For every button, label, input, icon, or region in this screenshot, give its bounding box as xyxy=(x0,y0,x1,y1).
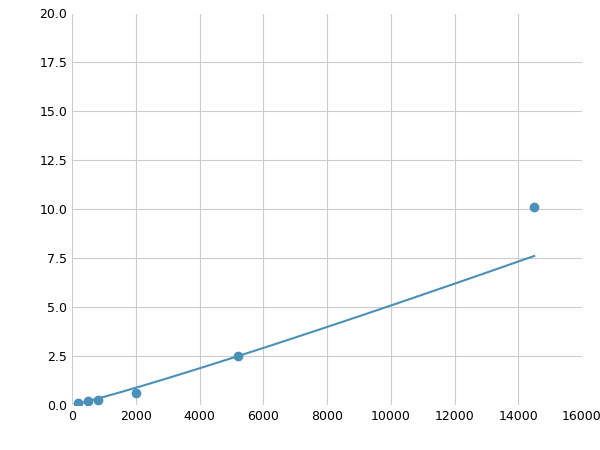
Point xyxy=(233,352,242,360)
Point xyxy=(529,204,539,211)
Point xyxy=(131,390,140,397)
Point xyxy=(83,397,93,405)
Point xyxy=(92,396,102,404)
Point xyxy=(74,400,83,407)
